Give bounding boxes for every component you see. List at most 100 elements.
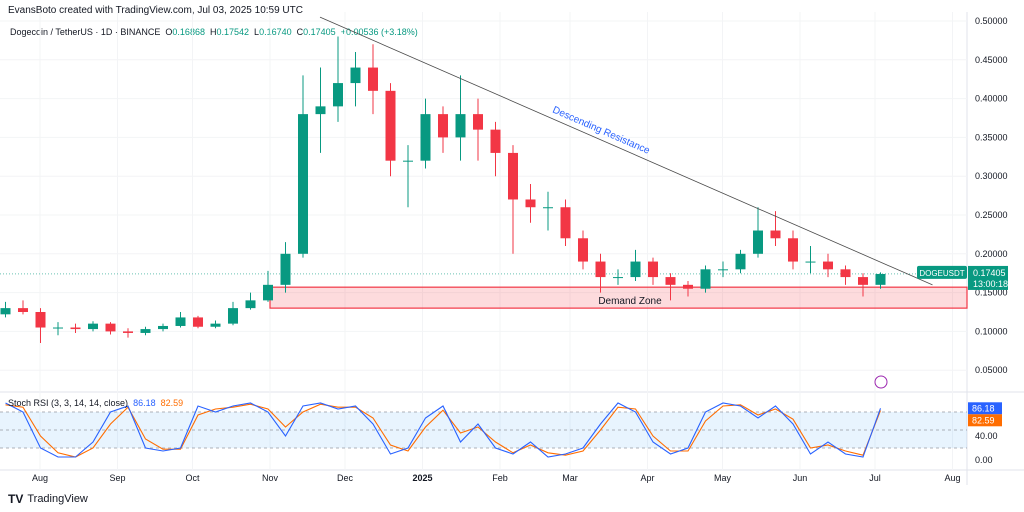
candle-body bbox=[770, 230, 781, 239]
close-label: C bbox=[296, 27, 304, 37]
candle-body bbox=[193, 317, 203, 327]
candle-body bbox=[753, 230, 763, 254]
stoch-k-tag bbox=[968, 402, 1002, 415]
candle-body bbox=[735, 253, 746, 270]
stoch-rsi-label: Stoch RSI (3, 3, 14, 14, close) bbox=[8, 398, 129, 408]
time-tick-label: 2025 bbox=[412, 473, 432, 483]
ticker-tag bbox=[917, 265, 967, 279]
time-tick-label: Aug bbox=[944, 473, 960, 483]
candle-body bbox=[105, 323, 116, 332]
candle-body bbox=[158, 325, 168, 330]
price-tick-label: 0.20000 bbox=[975, 249, 1008, 259]
time-tick-label: Feb bbox=[492, 473, 508, 483]
candle-body bbox=[0, 308, 11, 315]
candle-body bbox=[263, 284, 273, 301]
low-label: L bbox=[254, 27, 260, 37]
price-tag-countdown: 13:00:18 bbox=[973, 279, 1008, 289]
stoch-d-value: 82.59 bbox=[160, 398, 184, 408]
candle-body bbox=[123, 331, 133, 333]
candle-body bbox=[403, 160, 413, 162]
candle-body bbox=[805, 261, 816, 263]
candle-body bbox=[18, 308, 28, 312]
candle-body bbox=[70, 327, 81, 330]
trendline-label: Descending Resistance bbox=[551, 105, 652, 157]
candle-body bbox=[455, 114, 466, 138]
candle-body bbox=[35, 312, 46, 328]
candle-body bbox=[525, 199, 536, 208]
candle-body bbox=[700, 269, 711, 289]
candle-body bbox=[578, 238, 588, 262]
candle-body bbox=[245, 300, 256, 309]
open-value: 0.16868 bbox=[172, 27, 205, 37]
descending-resistance-line bbox=[319, 16, 933, 286]
candle-body bbox=[648, 261, 658, 278]
stoch-d-tag-value: 82.59 bbox=[972, 415, 995, 425]
candle-body bbox=[140, 329, 151, 333]
price-tick-label: 0.25000 bbox=[975, 210, 1008, 220]
candle-body bbox=[595, 261, 606, 278]
chart-credit: EvansBoto created with TradingView.com, … bbox=[8, 5, 303, 16]
time-tick-label: Jun bbox=[793, 473, 808, 483]
stoch-tick-label: 0.00 bbox=[975, 455, 993, 465]
candle-body bbox=[858, 277, 868, 285]
time-tick-label: May bbox=[714, 473, 732, 483]
candle-body bbox=[438, 114, 448, 138]
candle-body bbox=[53, 327, 63, 329]
footer-brand: TradingView bbox=[27, 493, 88, 505]
time-tick-label: Jul bbox=[869, 473, 881, 483]
candle-body bbox=[280, 253, 291, 285]
price-tick-label: 0.50000 bbox=[975, 16, 1008, 26]
price-tick-label: 0.40000 bbox=[975, 94, 1008, 104]
time-tick-label: Sep bbox=[109, 473, 125, 483]
candle-body bbox=[718, 269, 728, 271]
candle-body bbox=[298, 114, 308, 254]
stoch-tick-label: 40.00 bbox=[975, 431, 998, 441]
candle-body bbox=[175, 317, 186, 326]
stoch-k-tag-value: 86.18 bbox=[972, 403, 995, 413]
price-tick-label: 0.30000 bbox=[975, 171, 1008, 181]
candle-body bbox=[368, 67, 378, 91]
price-tick-label: 0.35000 bbox=[975, 132, 1008, 142]
candle-body bbox=[560, 207, 571, 239]
low-value: 0.16740 bbox=[259, 27, 292, 37]
candle-body bbox=[840, 269, 851, 278]
tradingview-logo[interactable]: TV TradingView bbox=[8, 492, 88, 506]
candle-body bbox=[490, 129, 501, 153]
demand-zone-label: Demand Zone bbox=[598, 296, 662, 307]
high-label: H bbox=[209, 27, 217, 37]
price-tag bbox=[968, 265, 1008, 290]
candle-body bbox=[228, 308, 238, 324]
candle-body bbox=[210, 323, 221, 327]
time-tick-label: Oct bbox=[185, 473, 200, 483]
open-label: O bbox=[165, 27, 173, 37]
price-tick-label: 0.10000 bbox=[975, 326, 1008, 336]
candle-body bbox=[508, 152, 518, 200]
price-tick-label: 0.15000 bbox=[975, 288, 1008, 298]
stoch-k-line bbox=[5, 402, 882, 458]
stoch-rsi-legend: Stoch RSI (3, 3, 14, 14, close) 86.18 82… bbox=[8, 398, 183, 408]
high-value: 0.17542 bbox=[216, 27, 250, 37]
lightning-alert-icon bbox=[874, 375, 888, 389]
close-value: 0.17405 bbox=[303, 27, 336, 37]
candle-body bbox=[613, 277, 623, 279]
time-tick-label: Apr bbox=[640, 473, 654, 483]
candle-body bbox=[420, 114, 431, 161]
price-tag-value: 0.17405 bbox=[973, 268, 1006, 278]
change-value: +0.00536 (+3.18%) bbox=[340, 27, 418, 37]
stoch-d-tag bbox=[968, 414, 1002, 427]
tv-logo-icon: TV bbox=[8, 492, 24, 506]
candle-body bbox=[823, 261, 833, 270]
candle-body bbox=[333, 83, 343, 107]
time-tick-label: Nov bbox=[262, 473, 279, 483]
candle-body bbox=[315, 106, 326, 115]
ticker-tag-label: DOGEUSDT bbox=[919, 269, 964, 278]
time-tick-label: Mar bbox=[562, 473, 578, 483]
candle-body bbox=[385, 90, 396, 161]
time-tick-label: Aug bbox=[32, 473, 48, 483]
candle-body bbox=[543, 207, 553, 209]
candle-body bbox=[683, 284, 693, 289]
symbol-name: Dogecoin / TetherUS · 1D · BINANCE bbox=[10, 27, 161, 37]
candle-body bbox=[665, 277, 676, 285]
candle-body bbox=[630, 261, 641, 278]
